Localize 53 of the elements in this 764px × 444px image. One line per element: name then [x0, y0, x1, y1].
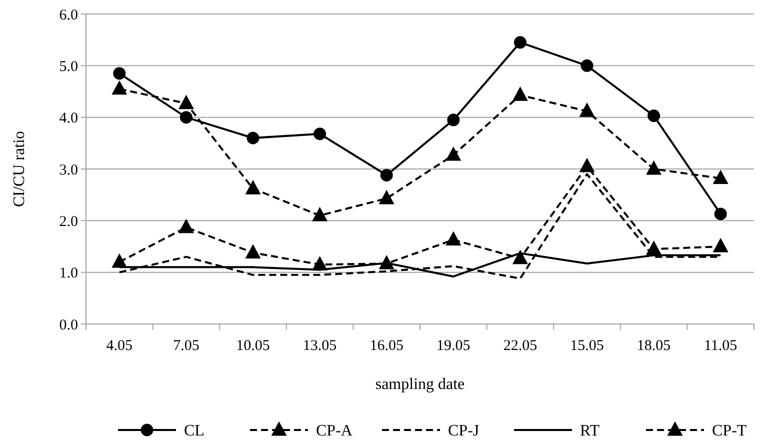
point [113, 67, 126, 80]
point [380, 168, 393, 182]
x-tick-label: 18.05 [636, 338, 671, 354]
point [446, 232, 461, 246]
point [512, 87, 528, 101]
x-tick-label: 15.05 [570, 338, 604, 354]
x-axis-title: sampling date [375, 376, 465, 393]
y-tick-label: 5.0 [59, 58, 78, 75]
y-tick-label: 6.0 [59, 7, 78, 24]
point [514, 36, 526, 49]
point [246, 132, 260, 144]
point [312, 208, 328, 222]
y-axis-title: CI/CU ratio [11, 131, 28, 207]
point [713, 238, 728, 252]
y-tick-label: 2.0 [59, 214, 78, 230]
point [580, 59, 594, 72]
point [646, 241, 662, 255]
point [246, 244, 260, 258]
point [180, 111, 192, 124]
legend-label: CL [184, 422, 204, 440]
x-tick-label: 13.05 [302, 338, 337, 354]
point [714, 208, 727, 220]
point [580, 158, 594, 172]
legend-label: CP-T [712, 422, 747, 440]
x-tick-label: 7.05 [173, 338, 200, 354]
y-tick-label: 1.0 [59, 266, 78, 282]
point [112, 254, 127, 268]
point [447, 114, 460, 126]
point [112, 81, 127, 95]
point [178, 220, 194, 234]
point [580, 103, 594, 117]
x-tick-label: 19.05 [436, 338, 470, 354]
legend-label: CP-J [448, 422, 480, 440]
y-tick-label: 0.0 [59, 317, 78, 334]
x-tick-label: 16.05 [370, 338, 404, 354]
point [646, 161, 662, 175]
x-tick-label: 11.05 [704, 338, 738, 354]
point [446, 147, 461, 161]
point [512, 250, 528, 264]
x-tick-label: 4.05 [106, 338, 133, 354]
x-tick-label: 22.05 [503, 338, 538, 354]
legend-label: CP-A [316, 422, 353, 440]
point [312, 256, 328, 270]
point [648, 110, 660, 122]
y-tick-label: 3.0 [59, 162, 78, 178]
y-tick-label: 4.0 [59, 110, 78, 127]
point [379, 190, 394, 204]
point [178, 96, 194, 110]
legend-label: RT [580, 422, 600, 440]
point [246, 180, 260, 194]
x-tick-label: 10.05 [236, 338, 270, 354]
point [713, 170, 728, 184]
point [314, 128, 326, 140]
